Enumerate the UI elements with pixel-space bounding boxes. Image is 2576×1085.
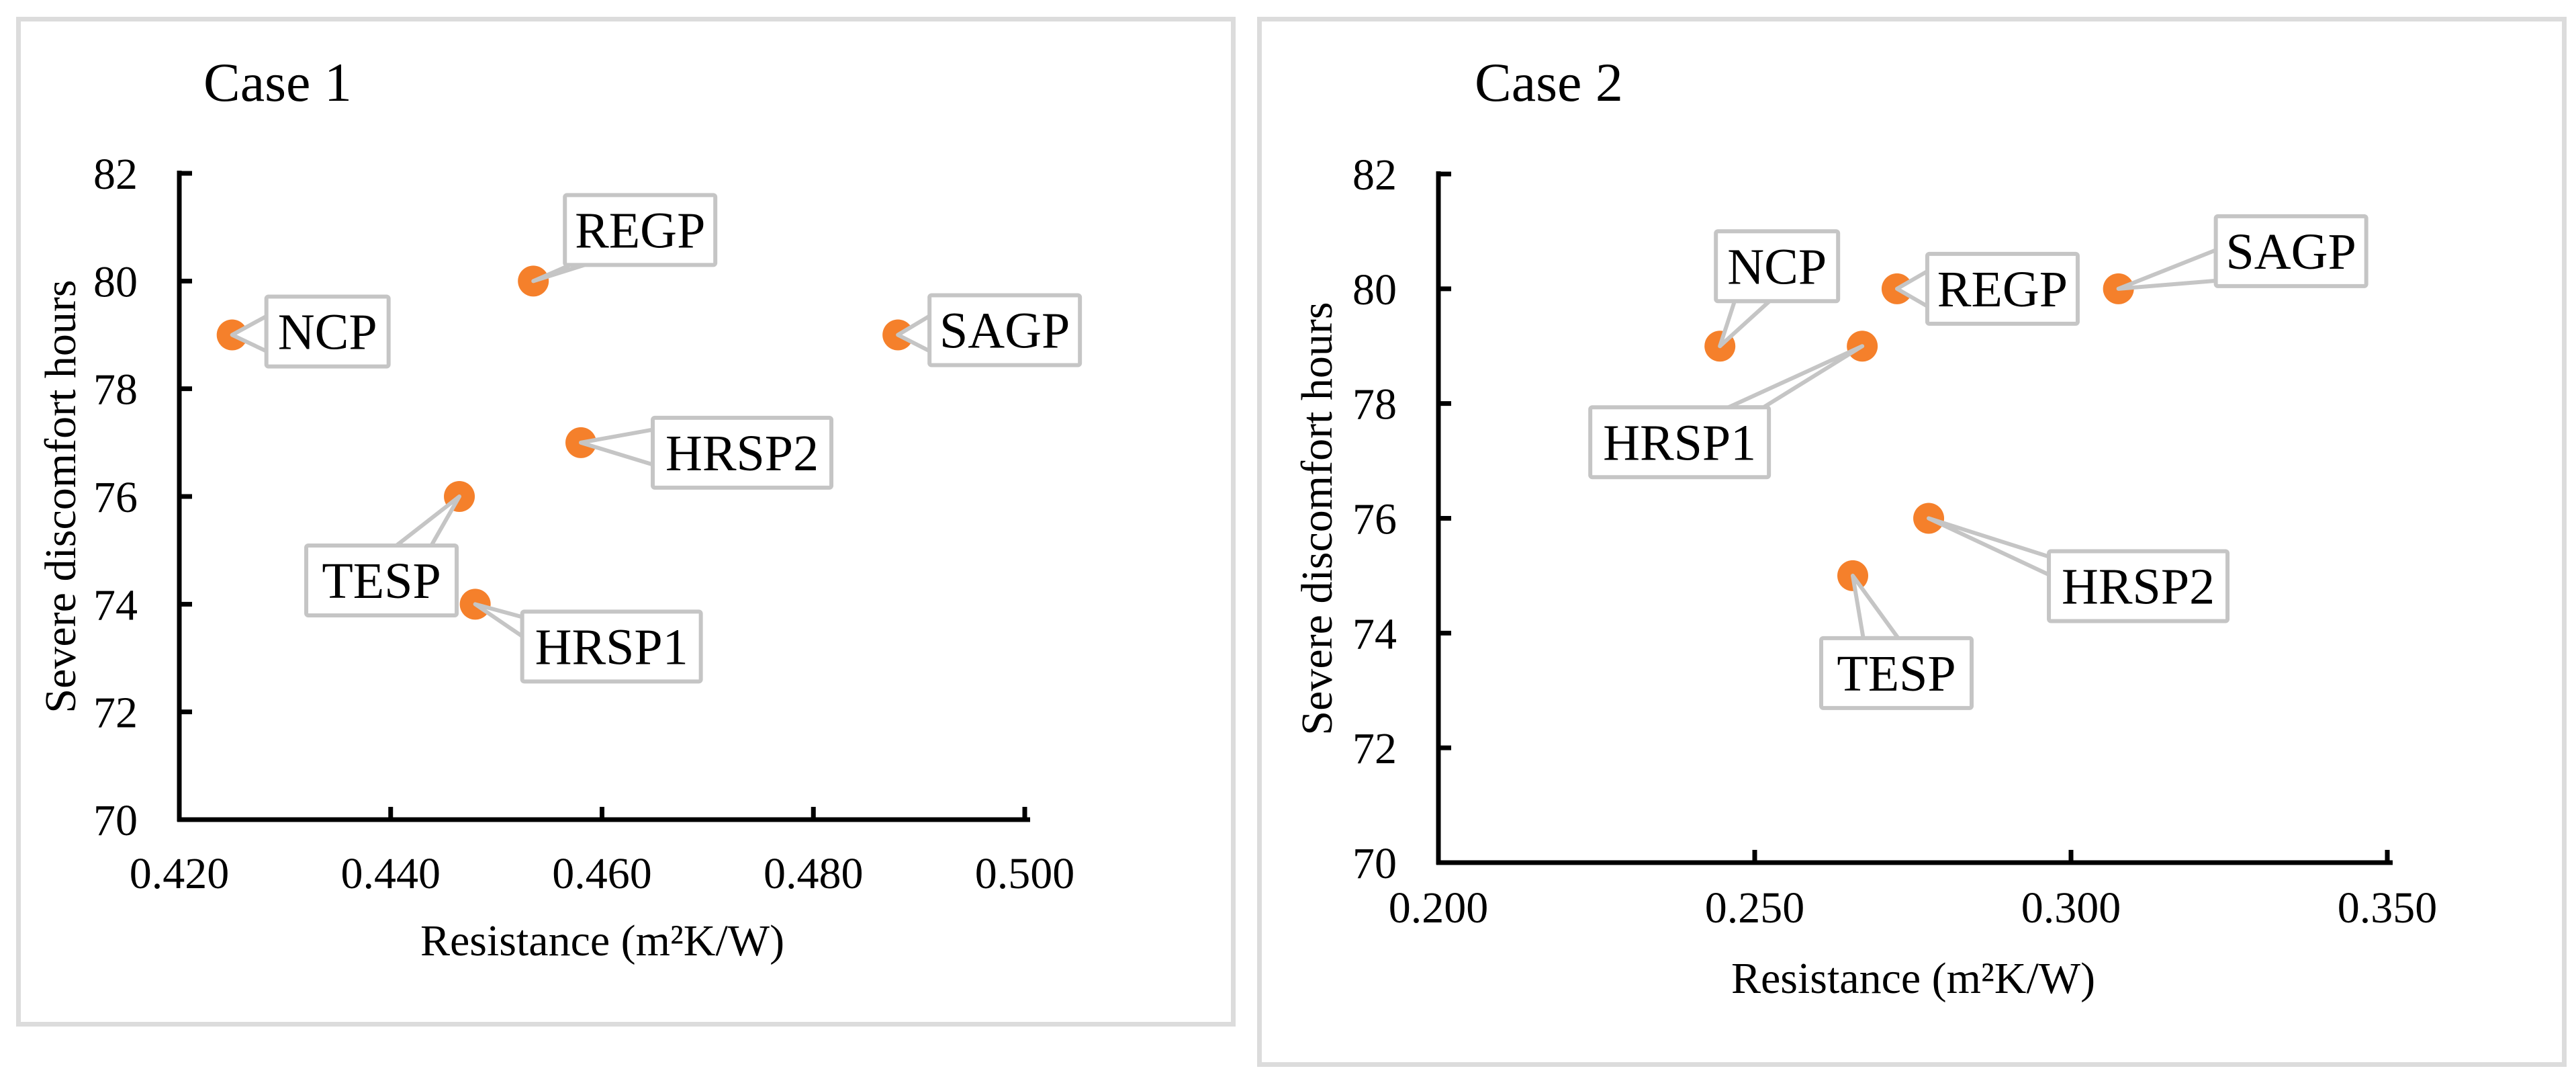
y-axis-tick-label: 72: [93, 689, 138, 738]
y-axis-tick-label: 78: [93, 365, 138, 415]
y-axis-tick-label: 82: [93, 150, 138, 199]
case-1-plot-svg: 70 72 74 76 78 80 82 0.420 0.440 0.460 0.480 0.500 N…: [93, 150, 1083, 898]
data-point-label: TESP: [322, 553, 441, 609]
y-axis-tick-label: 74: [1352, 609, 1397, 658]
data-label-leader-wedge: [473, 602, 524, 639]
data-label-box: [1588, 405, 1772, 480]
y-axis-tick-label: 76: [1352, 495, 1397, 544]
data-point-label: REGP: [1937, 261, 2068, 318]
y-axis-tick-label: 80: [1352, 265, 1397, 314]
data-label-leader-wedge: [1727, 344, 1865, 410]
x-axis-tick-label: 0.440: [341, 849, 441, 898]
data-point-label: REGP: [575, 202, 705, 259]
y-axis-tick-label: 80: [93, 257, 138, 306]
data-label-box: [520, 609, 703, 684]
data-label-box: [563, 193, 718, 267]
data-point-label: NCP: [1727, 238, 1827, 295]
data-point-label: HRSP2: [2062, 559, 2215, 615]
data-label-box: [1925, 251, 2080, 326]
y-axis-tick-label: 74: [93, 580, 138, 630]
data-point-label: SAGP: [2225, 224, 2356, 280]
data-point-label: SAGP: [939, 303, 1070, 359]
y-axis-tick-label: 72: [1352, 724, 1397, 773]
x-axis-tick-label: 0.200: [1389, 883, 1489, 932]
data-label-box: [927, 293, 1083, 367]
x-axis-title-case-2: Resistance (m²K/W): [1731, 954, 2096, 1003]
data-point-label: NCP: [278, 304, 377, 361]
y-axis-tick-label: 78: [1352, 380, 1397, 429]
case-2-chart-panel: Case 2 Severe discomfort hours Resistanc…: [1257, 17, 2567, 1067]
data-label-leader-wedge: [2116, 248, 2218, 291]
chart-title-case-1: Case 1: [203, 52, 352, 113]
data-label-box: [304, 544, 459, 617]
y-axis-tick-label: 70: [1352, 839, 1397, 888]
data-label-box: [264, 294, 391, 369]
data-label-leader-wedge: [1718, 299, 1772, 349]
data-point-label: HRSP1: [535, 619, 688, 675]
data-point-label: HRSP2: [665, 425, 819, 482]
x-axis-tick-label: 0.420: [130, 849, 230, 898]
data-point-label: TESP: [1837, 646, 1956, 702]
y-axis-tick-label: 76: [93, 473, 138, 522]
chart-title-case-2: Case 2: [1475, 52, 1623, 113]
data-label-leader-wedge: [1851, 573, 1900, 640]
data-label-box: [1819, 636, 1974, 710]
x-axis-tick-label: 0.480: [764, 849, 864, 898]
data-label-box: [2047, 549, 2230, 623]
data-point-label: HRSP1: [1603, 415, 1756, 471]
case-2-plot-svg: 70 72 74 76 78 80 82 0.200 0.250 0.300 0.350 NCP REG…: [1352, 150, 2438, 932]
data-label-leader-wedge: [1927, 516, 2052, 577]
x-axis-tick-label: 0.350: [2338, 883, 2438, 932]
x-axis-tick-label: 0.500: [975, 849, 1075, 898]
data-label-box: [1714, 229, 1841, 304]
x-axis-title-case-1: Resistance (m²K/W): [420, 916, 785, 965]
x-axis-tick-label: 0.460: [552, 849, 652, 898]
y-axis-tick-label: 82: [1352, 150, 1397, 200]
x-axis-tick-label: 0.300: [2021, 883, 2121, 932]
x-axis-tick-label: 0.250: [1705, 883, 1805, 932]
data-label-box: [2213, 214, 2368, 288]
y-axis-tick-label: 70: [93, 796, 138, 845]
data-label-leader-wedge: [394, 494, 462, 548]
data-label-box: [651, 415, 834, 490]
case-1-chart-panel: Case 1 Severe discomfort hours Resistanc…: [16, 17, 1236, 1027]
